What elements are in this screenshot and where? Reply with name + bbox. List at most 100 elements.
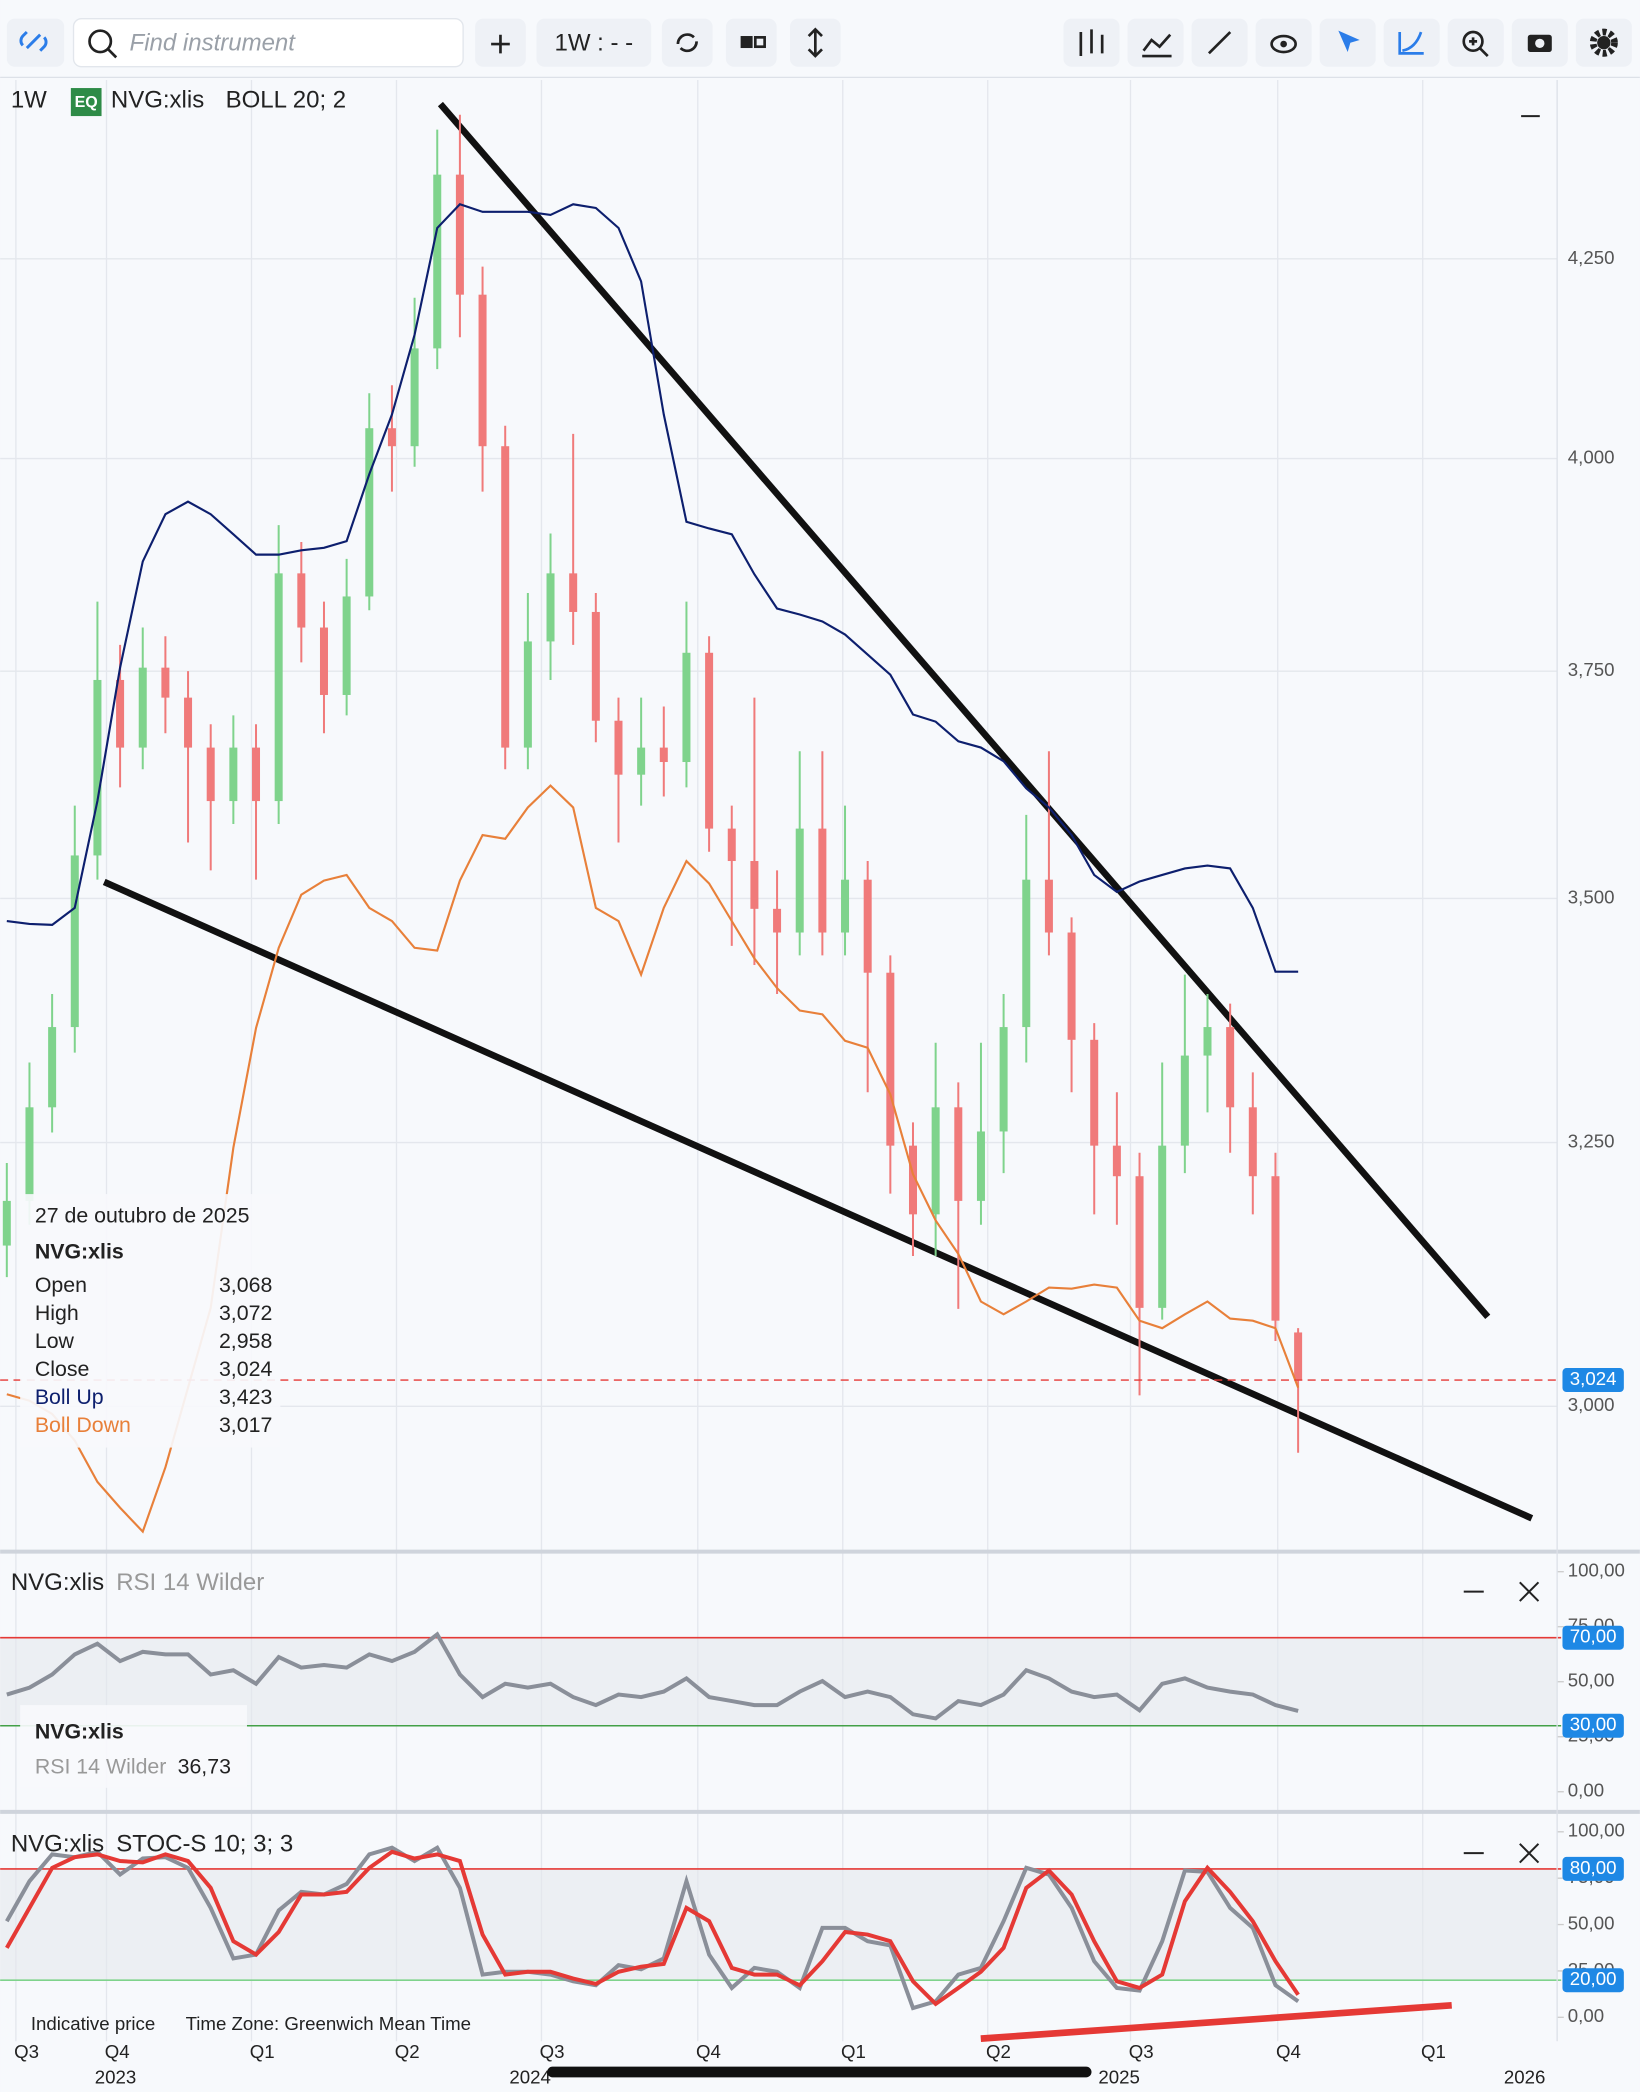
legend-name: RSI 14 Wilder	[35, 1754, 167, 1778]
refresh-button[interactable]	[661, 18, 713, 67]
candle-body	[1203, 1027, 1212, 1056]
candle-body	[93, 679, 102, 856]
x-tick-label: Q2	[986, 2041, 1011, 2062]
refresh-icon	[676, 33, 698, 53]
interval-button[interactable]	[536, 18, 652, 67]
candle-body	[795, 828, 804, 933]
y-tick-label: 3,750	[1568, 659, 1615, 680]
candle-body	[252, 747, 261, 802]
visibility-icon	[1280, 40, 1287, 48]
level-label-bg	[1562, 1713, 1624, 1738]
scale-icon	[807, 27, 823, 58]
legend-value: 36,73	[178, 1754, 231, 1778]
candle-body	[1112, 1145, 1121, 1177]
interval-tag: 1W	[11, 87, 47, 114]
tooltip-row-name: Low	[35, 1329, 75, 1353]
close-button[interactable]	[1519, 1843, 1540, 1864]
x-tick-label: Q2	[395, 2041, 420, 2062]
x-year-label: 2024	[509, 2067, 551, 2088]
x-year-label: 2026	[1504, 2067, 1546, 2088]
tooltip-row-value: 3,017	[219, 1413, 272, 1437]
candle-body	[365, 428, 374, 597]
candle-body	[614, 720, 623, 775]
tooltip-row-name: Close	[35, 1357, 90, 1381]
candle-body	[1158, 1145, 1167, 1308]
label-layer: 3,000 3,250 3,500 3,750 4,000 4,250 3,024 0,00 2…	[1562, 247, 1625, 2026]
cursor-icon	[1338, 30, 1360, 53]
candle-body	[48, 1027, 57, 1108]
legend-instrument: NVG:xlis	[35, 1720, 124, 1744]
candle-body	[501, 446, 510, 748]
candle-body	[637, 747, 646, 775]
y-tick-label: 3,250	[1568, 1131, 1615, 1152]
settings-icon	[1597, 36, 1611, 50]
curve-button[interactable]	[1383, 18, 1440, 67]
level-label-bg	[1562, 1625, 1624, 1650]
y-tick-label: 4,000	[1568, 446, 1615, 467]
tooltip-row-name: High	[35, 1301, 79, 1325]
y-tick-label: 4,250	[1568, 247, 1615, 268]
x-tick-label: Q3	[14, 2041, 39, 2062]
candle-body	[342, 596, 351, 695]
y-tick-label: 3,000	[1568, 1394, 1615, 1415]
footer-timezone: Time Zone: Greenwich Mean Time	[186, 2013, 471, 2034]
draw-icon	[1207, 31, 1232, 55]
candle-body	[433, 174, 442, 349]
candle-body	[297, 573, 306, 628]
instrument: NVG:xlis	[111, 87, 204, 114]
y-tick-label: 0,00	[1568, 2005, 1604, 2026]
add-icon	[491, 34, 510, 54]
candle-body	[705, 652, 714, 829]
x-tick-label: Q1	[250, 2041, 275, 2062]
link-button[interactable]	[6, 18, 65, 67]
badge	[70, 88, 102, 117]
level-label: 70,00	[1570, 1626, 1617, 1647]
tooltip-rows: Open 3,068 High 3,072 Low 2,958 Close 3,024 Boll…	[35, 1273, 273, 1437]
candle-body	[1022, 879, 1031, 1028]
home-indicator	[547, 2066, 1092, 2078]
instrument: NVG:xlis	[11, 1831, 104, 1858]
candle-body	[410, 348, 419, 447]
candle-body	[387, 428, 396, 447]
trend-line	[437, 101, 1491, 1320]
search-box[interactable]	[72, 18, 464, 68]
candle-body	[138, 667, 147, 748]
tooltip	[20, 1194, 281, 1448]
candle-body	[523, 641, 532, 748]
x-tick-label: Q4	[105, 2041, 130, 2062]
candle-body	[455, 174, 464, 295]
candle-body	[750, 861, 759, 909]
chart-type-icon	[1079, 29, 1104, 57]
series-line	[6, 203, 1299, 973]
candle-body	[954, 1107, 963, 1201]
search-placeholder: Find instrument	[130, 29, 297, 56]
close-button[interactable]	[1519, 1581, 1540, 1602]
candle-body	[1271, 1176, 1280, 1321]
y-tick-label: 0,00	[1568, 1780, 1604, 1801]
y-tick-label: 50,00	[1568, 1670, 1615, 1691]
candle-body	[727, 828, 736, 862]
level-band	[0, 1868, 1558, 1981]
x-tick-label: Q4	[696, 2041, 721, 2062]
candle-body	[70, 855, 79, 1028]
zoom-icon	[1469, 37, 1489, 57]
indicator: STOC-S 10; 3; 3	[116, 1831, 293, 1858]
candle-body	[976, 1131, 985, 1201]
candle-body	[659, 747, 668, 763]
level-label: 20,00	[1570, 1968, 1617, 1989]
footer-note: Indicative price	[31, 2013, 155, 2034]
legend	[20, 1705, 247, 1788]
candle-body	[184, 697, 193, 748]
candle-body	[478, 294, 487, 447]
indicator: BOLL 20; 2	[226, 87, 347, 114]
candle-body	[841, 879, 850, 933]
candle-body	[886, 972, 895, 1146]
tooltip-row-name: Boll Up	[35, 1385, 104, 1409]
instrument: NVG:xlis	[11, 1569, 104, 1596]
level-label-bg	[1562, 1856, 1624, 1881]
x-tick-label: Q3	[540, 2041, 565, 2062]
candle-body	[1044, 879, 1053, 933]
x-tick-label: Q1	[841, 2041, 866, 2062]
series-line	[5, 1849, 1300, 2007]
